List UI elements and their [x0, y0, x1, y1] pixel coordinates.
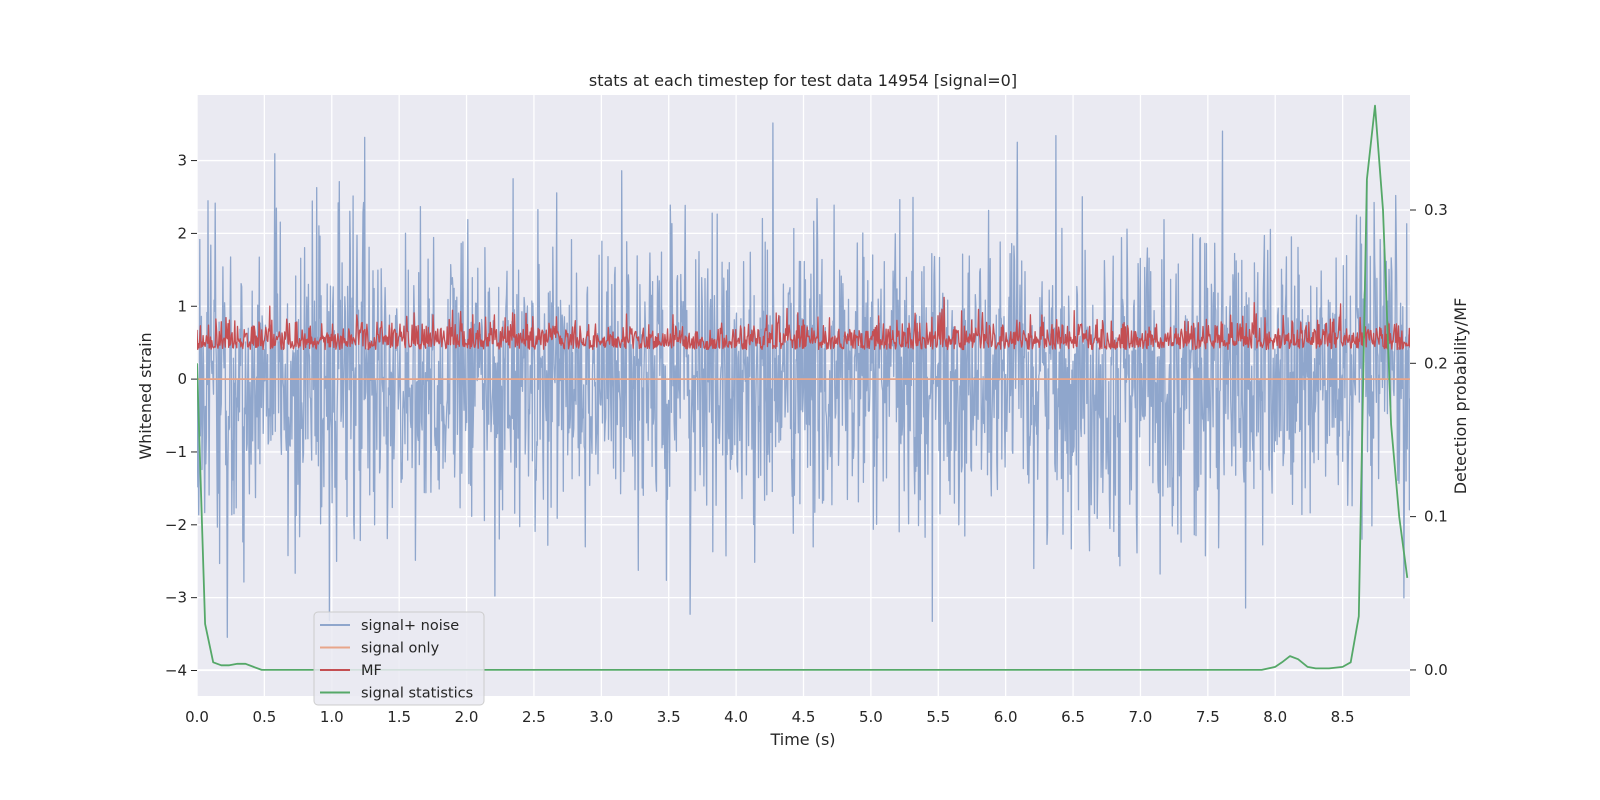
x-axis-label: Time (s): [769, 730, 835, 749]
x-tick-label: 4.5: [792, 708, 816, 726]
legend-box: [313, 611, 485, 706]
x-tick-label: 8.0: [1263, 708, 1287, 726]
legend: signal+ noise signal only MF signal statist…: [313, 611, 485, 706]
y2-tick-labels: 0.3 0.2 0.1 0.0: [1410, 201, 1448, 679]
series-line-0: [197, 122, 1410, 638]
x-tick-label: 3.0: [589, 708, 613, 726]
legend-label: signal statistics: [361, 686, 473, 702]
y2-tick-label: 0.3: [1424, 201, 1448, 219]
y-tick-label: 3: [177, 152, 187, 170]
y-axis-label: Whitened strain: [136, 332, 155, 459]
x-tick-label: 6.0: [994, 708, 1018, 726]
x-tick-label: 7.5: [1196, 708, 1220, 726]
x-tick-label: 5.5: [926, 708, 950, 726]
x-tick-label: 0.5: [252, 708, 276, 726]
y-tick-label: 2: [177, 224, 187, 242]
y2-tick-label: 0.1: [1424, 508, 1448, 526]
x-tick-labels: 0.0 0.5 1.0 1.5 2.0 2.5 3.0 3.5 4.0 4.5 5.0 5.5 6.0 6…: [185, 708, 1354, 726]
x-tick-label: 7.0: [1129, 708, 1153, 726]
y-tick-label: −2: [165, 516, 187, 534]
x-tick-label: 2.0: [455, 708, 479, 726]
x-tick-label: 1.0: [320, 708, 344, 726]
y2-tick-label: 0.2: [1424, 354, 1448, 372]
y-tick-label: 1: [177, 297, 187, 315]
y2-axis-label: Detection probability/MF: [1451, 298, 1470, 495]
plot-area: [197, 104, 1410, 671]
y-tick-label: −3: [165, 589, 187, 607]
series-line-2: [197, 296, 1410, 351]
series-layer: [197, 104, 1410, 671]
legend-label: signal+ noise: [361, 618, 459, 634]
y2-tick-label: 0.0: [1424, 661, 1448, 679]
legend-label: MF: [361, 663, 382, 679]
x-tick-label: 5.0: [859, 708, 883, 726]
x-tick-label: 1.5: [387, 708, 411, 726]
x-tick-label: 4.0: [724, 708, 748, 726]
series-line-3: [197, 104, 1409, 671]
chart-title: stats at each timestep for test data 149…: [589, 71, 1017, 90]
legend-label: signal only: [361, 641, 440, 657]
y-tick-label: −1: [165, 443, 187, 461]
x-tick-label: 3.5: [657, 708, 681, 726]
y-tick-label: −4: [165, 662, 187, 680]
x-tick-label: 2.5: [522, 708, 546, 726]
x-tick-label: 0.0: [185, 708, 209, 726]
y-tick-labels: 3 2 1 0 −1 −2 −3 −4: [165, 152, 197, 680]
x-tick-label: 8.5: [1331, 708, 1355, 726]
y-tick-label: 0: [177, 370, 187, 388]
x-tick-label: 6.5: [1061, 708, 1085, 726]
